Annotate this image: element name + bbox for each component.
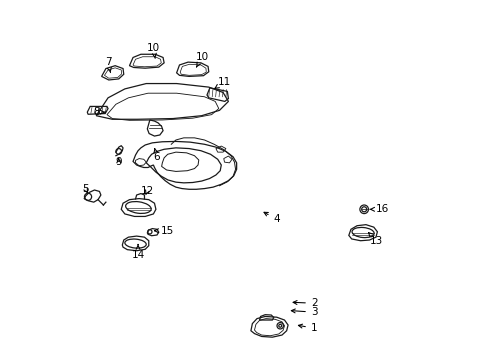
Text: 12: 12 [141,186,154,196]
Text: 14: 14 [131,244,144,260]
Text: 4: 4 [264,212,280,224]
Text: 3: 3 [291,307,317,317]
Text: 8: 8 [93,107,105,117]
Text: 15: 15 [154,226,174,236]
Text: 6: 6 [153,149,160,162]
Text: 10: 10 [146,43,160,58]
Text: 13: 13 [368,233,383,246]
Text: 7: 7 [104,57,111,73]
Text: 11: 11 [215,77,231,88]
Text: 1: 1 [298,323,317,333]
Text: 10: 10 [195,52,208,67]
Text: 5: 5 [82,184,89,194]
Text: 9: 9 [115,157,122,167]
Text: 2: 2 [292,298,317,308]
Text: 16: 16 [369,204,388,214]
